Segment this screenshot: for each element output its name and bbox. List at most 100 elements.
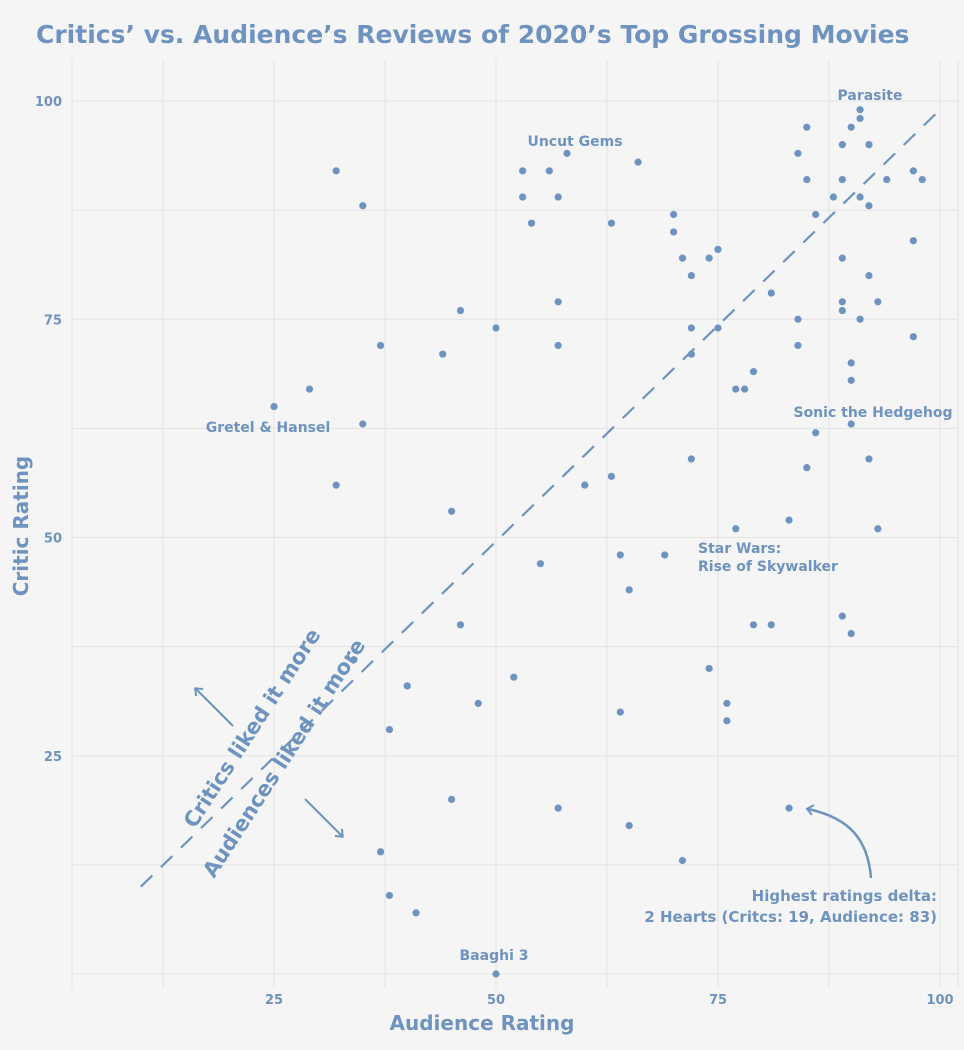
data-point (385, 891, 394, 900)
data-point (661, 551, 669, 559)
y-axis-ticks: 25 50 75 100 (35, 95, 62, 765)
data-point (741, 385, 749, 393)
data-point (448, 507, 456, 515)
data-point (670, 210, 678, 219)
label-sonic: Sonic the Hedgehog (793, 405, 952, 421)
data-point (874, 525, 882, 533)
data-point (865, 272, 873, 280)
data-point (687, 324, 695, 332)
data-point (705, 664, 713, 673)
equal-rating-reference-line (140, 108, 941, 888)
data-point (270, 402, 278, 411)
data-point (865, 455, 873, 463)
data-point (838, 306, 846, 315)
data-point (767, 289, 775, 297)
data-point (625, 586, 633, 594)
data-point (554, 341, 562, 350)
label-star-wars-line2: Rise of Skywalker (698, 559, 838, 575)
data-point (412, 909, 420, 917)
data-point (350, 656, 358, 664)
data-point (456, 621, 465, 629)
curved-arrow-icon (805, 804, 873, 879)
data-point (918, 175, 926, 184)
data-point (376, 341, 385, 350)
data-point (439, 350, 447, 358)
data-point (732, 525, 740, 533)
data-point (785, 804, 793, 812)
data-point (385, 725, 394, 734)
x-tick-label: 25 (265, 993, 283, 1008)
data-points (270, 106, 926, 978)
data-point (554, 804, 562, 812)
x-axis-label: Audience Rating (390, 1011, 575, 1035)
data-point (607, 219, 616, 227)
data-point (678, 856, 687, 865)
data-point (865, 202, 873, 210)
data-point (448, 795, 456, 804)
data-point (803, 464, 811, 472)
x-tick-label: 75 (709, 993, 727, 1008)
data-point (332, 167, 340, 175)
data-point (376, 848, 385, 856)
label-baaghi: Baaghi 3 (460, 948, 529, 964)
data-point (359, 202, 367, 210)
data-point (456, 306, 465, 315)
y-tick-label: 25 (44, 750, 62, 765)
data-point (616, 708, 624, 716)
data-point (359, 420, 367, 428)
data-point (909, 167, 917, 175)
y-tick-label: 100 (35, 95, 62, 110)
data-point (527, 219, 536, 227)
data-point (847, 376, 855, 384)
data-point (749, 368, 758, 376)
data-point (812, 429, 820, 437)
data-point (838, 141, 846, 149)
data-point (812, 210, 820, 219)
data-point (767, 621, 775, 629)
data-point (536, 560, 545, 568)
x-tick-label: 100 (926, 993, 953, 1008)
x-tick-label: 50 (487, 993, 505, 1008)
data-point (634, 158, 642, 166)
data-point (794, 315, 802, 323)
data-point (749, 621, 758, 629)
data-point (714, 245, 722, 254)
data-point (714, 324, 722, 332)
data-point (838, 612, 846, 620)
data-point (581, 481, 589, 489)
data-point (856, 315, 864, 323)
y-tick-label: 75 (44, 313, 62, 328)
data-point (492, 324, 500, 332)
data-point (883, 175, 891, 184)
data-point (670, 228, 678, 236)
label-gretel-hansel: Gretel & Hansel (206, 420, 331, 436)
data-point (838, 254, 846, 262)
data-point (492, 970, 500, 978)
arrow-down-right-icon (304, 798, 344, 838)
data-point (545, 167, 553, 175)
data-point (563, 149, 571, 157)
data-point (474, 699, 482, 707)
data-point (803, 123, 811, 131)
data-point (838, 298, 846, 306)
data-point (678, 254, 687, 262)
data-point (687, 455, 695, 463)
data-point (847, 359, 855, 367)
data-point (838, 175, 846, 184)
data-point (856, 193, 864, 201)
data-point (687, 350, 695, 358)
data-point (874, 298, 882, 306)
data-point (794, 149, 802, 157)
arrow-up-left-icon (194, 687, 234, 727)
data-point (909, 333, 917, 341)
data-point (403, 682, 411, 690)
data-point (332, 481, 340, 489)
data-point (909, 237, 917, 245)
delta-annotation-line1: Highest ratings delta: (752, 887, 937, 905)
data-point (856, 114, 864, 123)
data-point (803, 175, 811, 184)
data-point (847, 123, 855, 131)
data-point (305, 385, 314, 393)
data-point (625, 821, 633, 830)
